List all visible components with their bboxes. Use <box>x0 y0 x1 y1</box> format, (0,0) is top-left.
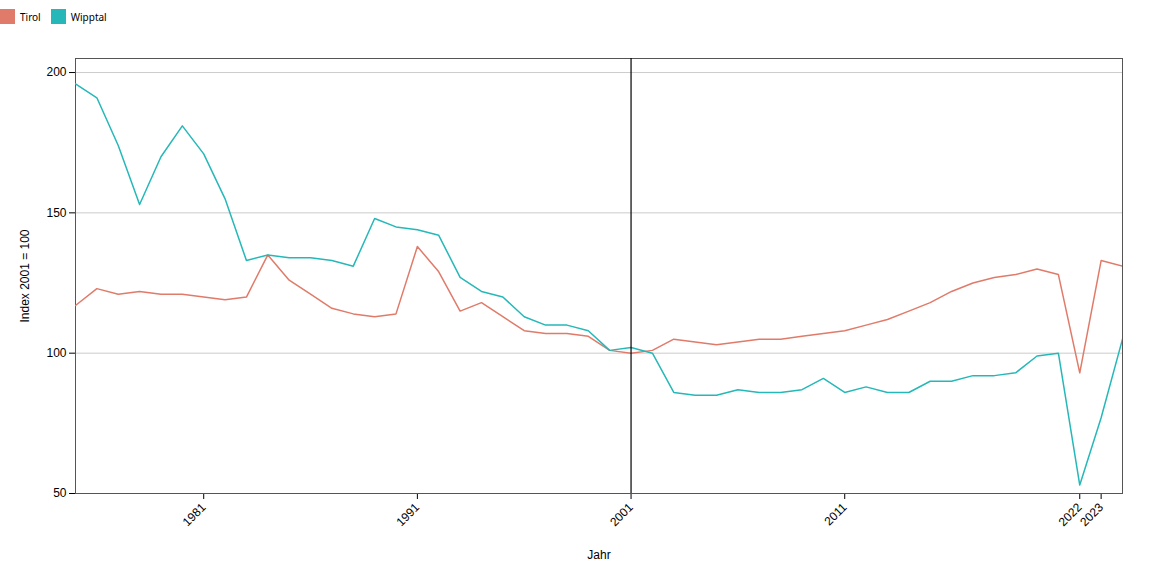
svg-text:1981: 1981 <box>180 500 209 529</box>
html-text:Wipptal: Wipptal <box>70 9 107 24</box>
svg-text:2011: 2011 <box>821 500 849 528</box>
svg-text:Jahr: Jahr <box>587 548 610 562</box>
svg-text:2022: 2022 <box>1055 500 1085 529</box>
svg-text:1991: 1991 <box>393 500 422 529</box>
html-text:Tirol: Tirol <box>20 9 41 24</box>
svg-text:2023: 2023 <box>1077 500 1106 529</box>
svg-text:200: 200 <box>46 65 66 79</box>
svg-text:150: 150 <box>46 206 66 220</box>
svg-text:50: 50 <box>53 486 67 500</box>
svg-text:2001: 2001 <box>607 500 636 529</box>
svg-text:100: 100 <box>46 346 66 360</box>
svg-text:Index 2001 = 100: Index 2001 = 100 <box>18 229 32 322</box>
